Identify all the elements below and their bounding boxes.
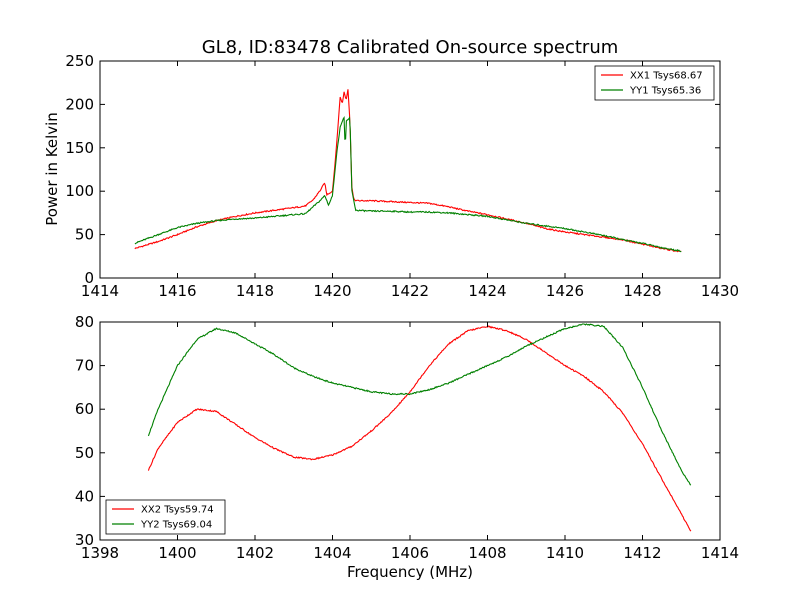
x-tick-label: 1400: [158, 544, 196, 562]
y-tick-label: 80: [75, 313, 94, 331]
legend: XX1 Tsys68.67 YY1 Tsys65.36: [594, 65, 715, 101]
series-line-2: [147, 323, 692, 486]
x-tick-label: 1398: [81, 544, 119, 562]
x-tick-label: 1420: [313, 282, 351, 300]
y-tick-label: 30: [75, 531, 94, 549]
y-tick-label: 200: [65, 95, 94, 113]
x-tick-label: 1428: [623, 282, 661, 300]
y-tick-label: 40: [75, 487, 94, 505]
legend-label: YY1 Tsys65.36: [629, 86, 701, 97]
x-axis-label: Frequency (MHz): [347, 563, 473, 581]
series-line-1: [147, 325, 692, 532]
y-tick-label: 100: [65, 182, 94, 200]
y-tick-label: 250: [65, 52, 94, 70]
x-tick-label: 1418: [236, 282, 274, 300]
legend-box: [105, 499, 226, 535]
x-tick-label: 1422: [391, 282, 429, 300]
y-tick-label: 60: [75, 400, 94, 418]
x-tick-label: 1410: [546, 544, 584, 562]
y-tick-label: 50: [75, 444, 94, 462]
legend-box: [594, 65, 715, 101]
y-tick-label: 0: [84, 269, 94, 287]
top-panel: 1414 1416 1418 1420 1422 1424 1426 1428 1430 0 50 1…: [65, 52, 739, 300]
series-line-2: [134, 116, 682, 253]
x-tick-label: 1414: [701, 544, 739, 562]
legend: XX2 Tsys59.74 YY2 Tsys69.04: [105, 499, 226, 535]
x-tick-label: 1426: [546, 282, 584, 300]
x-tick-label: 1408: [468, 544, 506, 562]
y-tick-label: 50: [75, 226, 94, 244]
x-tick-label: 1414: [81, 282, 119, 300]
figure-title: GL8, ID:83478 Calibrated On-source spect…: [202, 37, 619, 58]
legend-label: XX1 Tsys68.67: [630, 71, 703, 82]
bottom-panel: 1398 1400 1402 1404 1406 1408 1410 1412 1414 30 40…: [75, 313, 739, 562]
x-tick-label: 1430: [701, 282, 739, 300]
x-tick-label: 1424: [468, 282, 506, 300]
x-tick-label: 1406: [391, 544, 429, 562]
x-tick-label: 1402: [236, 544, 274, 562]
y-tick-label: 150: [65, 139, 94, 157]
x-tick-label: 1412: [623, 544, 661, 562]
x-tick-label: 1404: [313, 544, 351, 562]
series-line-1: [134, 89, 682, 253]
x-tick-label: 1416: [158, 282, 196, 300]
legend-label: XX2 Tsys59.74: [141, 505, 214, 516]
y-axis-label: Power in Kelvin: [43, 112, 61, 226]
legend-label: YY2 Tsys69.04: [140, 520, 212, 531]
y-tick-label: 70: [75, 357, 94, 375]
